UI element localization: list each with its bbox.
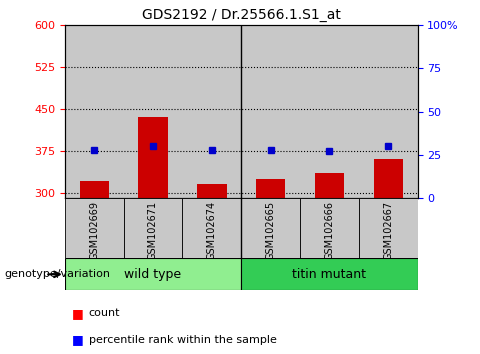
Bar xyxy=(124,25,182,198)
Bar xyxy=(359,25,418,198)
Text: GSM102674: GSM102674 xyxy=(207,201,217,261)
Text: GSM102669: GSM102669 xyxy=(89,201,99,260)
Text: GSM102667: GSM102667 xyxy=(383,201,393,261)
Bar xyxy=(315,173,344,198)
Text: ■: ■ xyxy=(72,307,84,320)
Bar xyxy=(197,184,227,198)
Bar xyxy=(241,198,300,258)
Bar xyxy=(80,182,109,198)
Bar xyxy=(300,198,359,258)
Bar xyxy=(65,25,124,198)
Title: GDS2192 / Dr.25566.1.S1_at: GDS2192 / Dr.25566.1.S1_at xyxy=(142,8,341,22)
Text: GSM102666: GSM102666 xyxy=(324,201,335,260)
Bar xyxy=(256,179,285,198)
Text: percentile rank within the sample: percentile rank within the sample xyxy=(89,335,276,345)
Text: wild type: wild type xyxy=(124,268,181,281)
Bar xyxy=(241,258,418,290)
Bar xyxy=(138,117,168,198)
Bar xyxy=(241,25,300,198)
Text: ■: ■ xyxy=(72,333,84,346)
Bar xyxy=(65,258,241,290)
Text: GSM102671: GSM102671 xyxy=(148,201,158,261)
Text: genotype/variation: genotype/variation xyxy=(5,269,111,279)
Bar xyxy=(359,198,418,258)
Text: count: count xyxy=(89,308,120,318)
Bar xyxy=(300,25,359,198)
Bar xyxy=(182,198,241,258)
Text: GSM102665: GSM102665 xyxy=(265,201,276,261)
Text: titin mutant: titin mutant xyxy=(292,268,366,281)
Bar xyxy=(124,198,182,258)
Bar xyxy=(65,198,124,258)
Bar xyxy=(182,25,241,198)
Bar xyxy=(373,159,403,198)
